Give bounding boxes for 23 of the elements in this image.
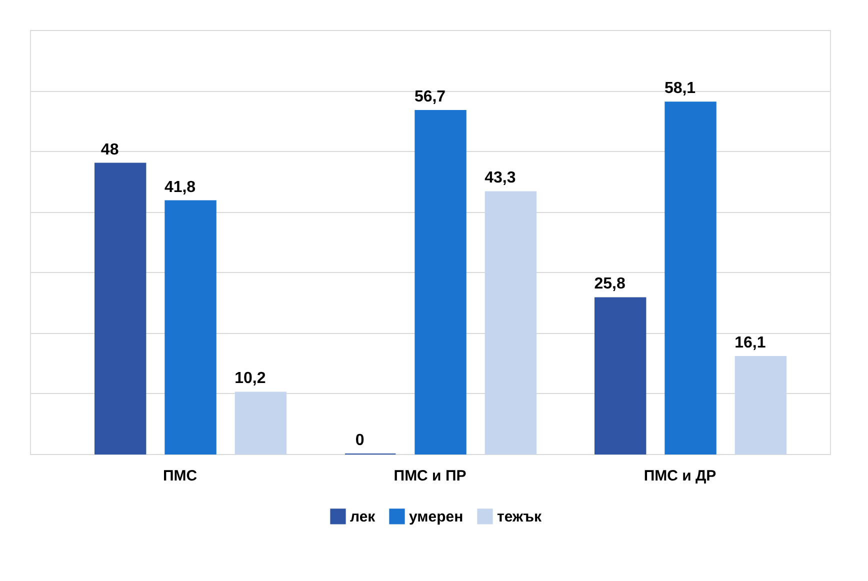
data-label: 56,7 [414, 88, 446, 106]
data-label: 41,8 [164, 178, 196, 196]
bar [594, 297, 646, 454]
bar [164, 200, 216, 454]
data-label: 48 [100, 141, 119, 158]
x-tick-label: ПМС [162, 468, 198, 484]
legend-label: лек [350, 508, 376, 526]
legend-label: умерен [409, 508, 464, 526]
bar [414, 110, 466, 454]
data-label: 58,1 [664, 80, 696, 98]
bar [734, 356, 787, 454]
data-label: 43,3 [484, 170, 516, 187]
data-label: 10,2 [234, 370, 266, 388]
bar [94, 162, 146, 454]
data-label: 16,1 [734, 334, 766, 352]
bar [664, 102, 716, 454]
legend-label: тежък [497, 508, 542, 526]
data-label: 0 [355, 432, 364, 449]
bar [234, 392, 287, 454]
x-tick-label: ПМС и ДР [644, 468, 716, 484]
x-tick-label: ПМС и ПР [394, 468, 466, 484]
bar [484, 191, 537, 454]
data-label: 25,8 [594, 276, 626, 293]
